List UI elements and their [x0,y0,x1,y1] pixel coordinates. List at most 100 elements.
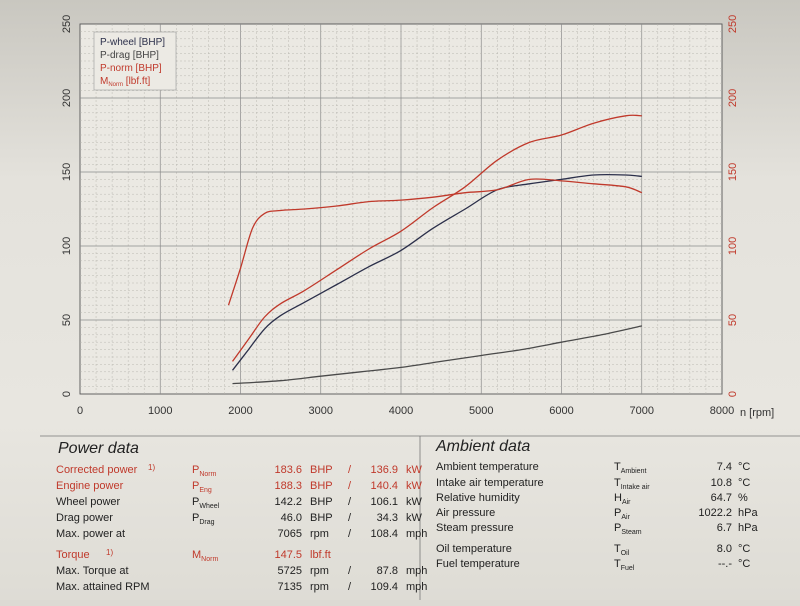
y-left-tick-label: 50 [61,314,73,326]
ambient-label: Relative humidity [436,492,520,504]
x-tick-label: 6000 [549,405,573,417]
power-unit-2: kW [406,464,422,476]
power-value-2: 87.8 [376,565,398,577]
power-separator: / [348,581,352,593]
power-symbol: PNorm [192,464,217,479]
ambient-row: Steam pressure PSteam 6.7 hPa [436,522,766,538]
legend-p-wheel: P-wheel [BHP] [100,37,165,48]
power-unit-1: lbf.ft [310,549,331,561]
y-right-tick-label: 250 [727,15,739,33]
series-line-p-drag [232,325,642,385]
power-row: Drag power PDrag 46.0 BHP / 34.3 kW [56,512,426,528]
ambient-unit: hPa [738,522,758,534]
ambient-symbol: HAir [614,492,631,507]
power-value-1: 7065 [277,528,302,540]
power-value-2: 109.4 [370,581,398,593]
y-right-tick-label: 50 [727,314,739,326]
power-unit-2: kW [406,496,422,508]
power-label: Max. power at [56,528,126,540]
chart-grid [79,23,723,395]
power-value-2: 108.4 [370,528,398,540]
x-tick-label: 2000 [228,405,252,417]
ambient-label: Intake air temperature [436,477,544,489]
y-right-tick-label: 200 [727,89,739,107]
legend-m-sub: Norm [108,82,123,88]
power-label: Wheel power [56,496,121,508]
ambient-value: 8.0 [716,543,732,555]
ambient-symbol: TOil [614,543,630,558]
series-line-p-wheel [231,173,642,371]
x-tick-label: 0 [77,405,83,417]
y-left-tick-label: 250 [61,15,73,33]
power-value-2: 106.1 [370,496,398,508]
power-separator: / [348,565,352,577]
power-unit-1: BHP [310,464,333,476]
power-symbol: PWheel [192,496,220,511]
ambient-label: Air pressure [436,507,496,519]
ambient-value: 64.7 [710,492,732,504]
y-right-tick-label: 100 [727,237,739,255]
power-unit-1: rpm [310,565,329,577]
power-symbol: MNorm [192,549,219,564]
power-value-2: 34.3 [376,512,398,524]
y-right-tick-label: 0 [727,391,739,397]
series-line-p-norm [231,114,642,362]
ambient-unit: hPa [738,507,758,519]
power-separator: / [348,512,352,524]
ambient-symbol: TAmbient [614,461,647,476]
ambient-unit: % [738,492,748,504]
power-row: Max. attained RPM 7135 rpm / 109.4 mph [56,581,428,597]
power-data-title: Power data [58,440,139,457]
ambient-row: Relative humidity HAir 64.7% [436,492,766,508]
legend-m-norm: MNorm [lbf.ft] [100,76,150,88]
power-value-2: 140.4 [370,480,398,492]
x-tick-label: 1000 [148,405,172,417]
power-unit-1: rpm [310,528,329,540]
power-symbol: PEng [192,480,212,495]
ambient-row: Oil temperature TOil 8.0 °C [436,543,766,559]
footnote-mark: 1) [106,548,114,557]
power-unit-2: mph [406,528,428,540]
power-row: Max. Torque at 5725 rpm / 87.8 mph [56,565,428,581]
power-separator: / [348,496,352,508]
power-label: Torque [56,549,90,561]
legend-p-drag: P-drag [BHP] [100,50,159,61]
power-row: Corrected power 1) PNorm 183.6 BHP / 136.9 kW [56,463,426,480]
ambient-unit: °C [738,543,751,555]
series-line-m-norm [227,178,643,306]
ambient-symbol: TIntake air [614,477,650,492]
ambient-label: Steam pressure [436,522,514,534]
x-axis-label: n [rpm] [740,407,774,419]
ambient-unit: °C [738,558,751,570]
power-label: Max. Torque at [56,565,129,577]
chart-legend: P-wheel [BHP] P-drag [BHP] P-norm [BHP] … [93,31,177,91]
power-unit-2: mph [406,581,428,593]
power-unit-2: mph [406,565,428,577]
power-separator: / [348,480,352,492]
power-row: Wheel power PWheel 142.2 BHP / 106.1 kW [56,496,426,512]
power-value-2: 136.9 [370,464,398,476]
power-value-1: 46.0 [280,512,302,524]
ambient-symbol: TFuel [614,558,635,573]
x-tick-label: 7000 [630,405,654,417]
footnote-mark: 1) [148,463,156,472]
power-row: Max. power at 7065 rpm / 108.4 mph [56,528,428,544]
y-left-tick-label: 150 [61,163,73,181]
ambient-symbol: PSteam [614,522,642,537]
y-left-tick-label: 100 [61,237,73,255]
chart-ticks: 0 1000 2000 3000 4000 5000 6000 7000 80000501001… [61,15,739,417]
ambient-label: Fuel temperature [436,558,520,570]
power-symbol: PDrag [192,512,215,527]
x-tick-label: 4000 [389,405,413,417]
ambient-label: Oil temperature [436,543,512,555]
legend-box [93,31,177,91]
ambient-value: --.- [717,558,732,570]
power-separator: / [348,464,352,476]
ambient-row: Fuel temperature TFuel --.- °C [436,558,766,574]
ambient-unit: °C [738,477,751,489]
ambient-value: 1022.2 [698,507,732,519]
legend-m-main: M [100,76,108,87]
legend-p-norm: P-norm [BHP] [100,63,162,74]
power-value-1: 7135 [277,581,302,593]
